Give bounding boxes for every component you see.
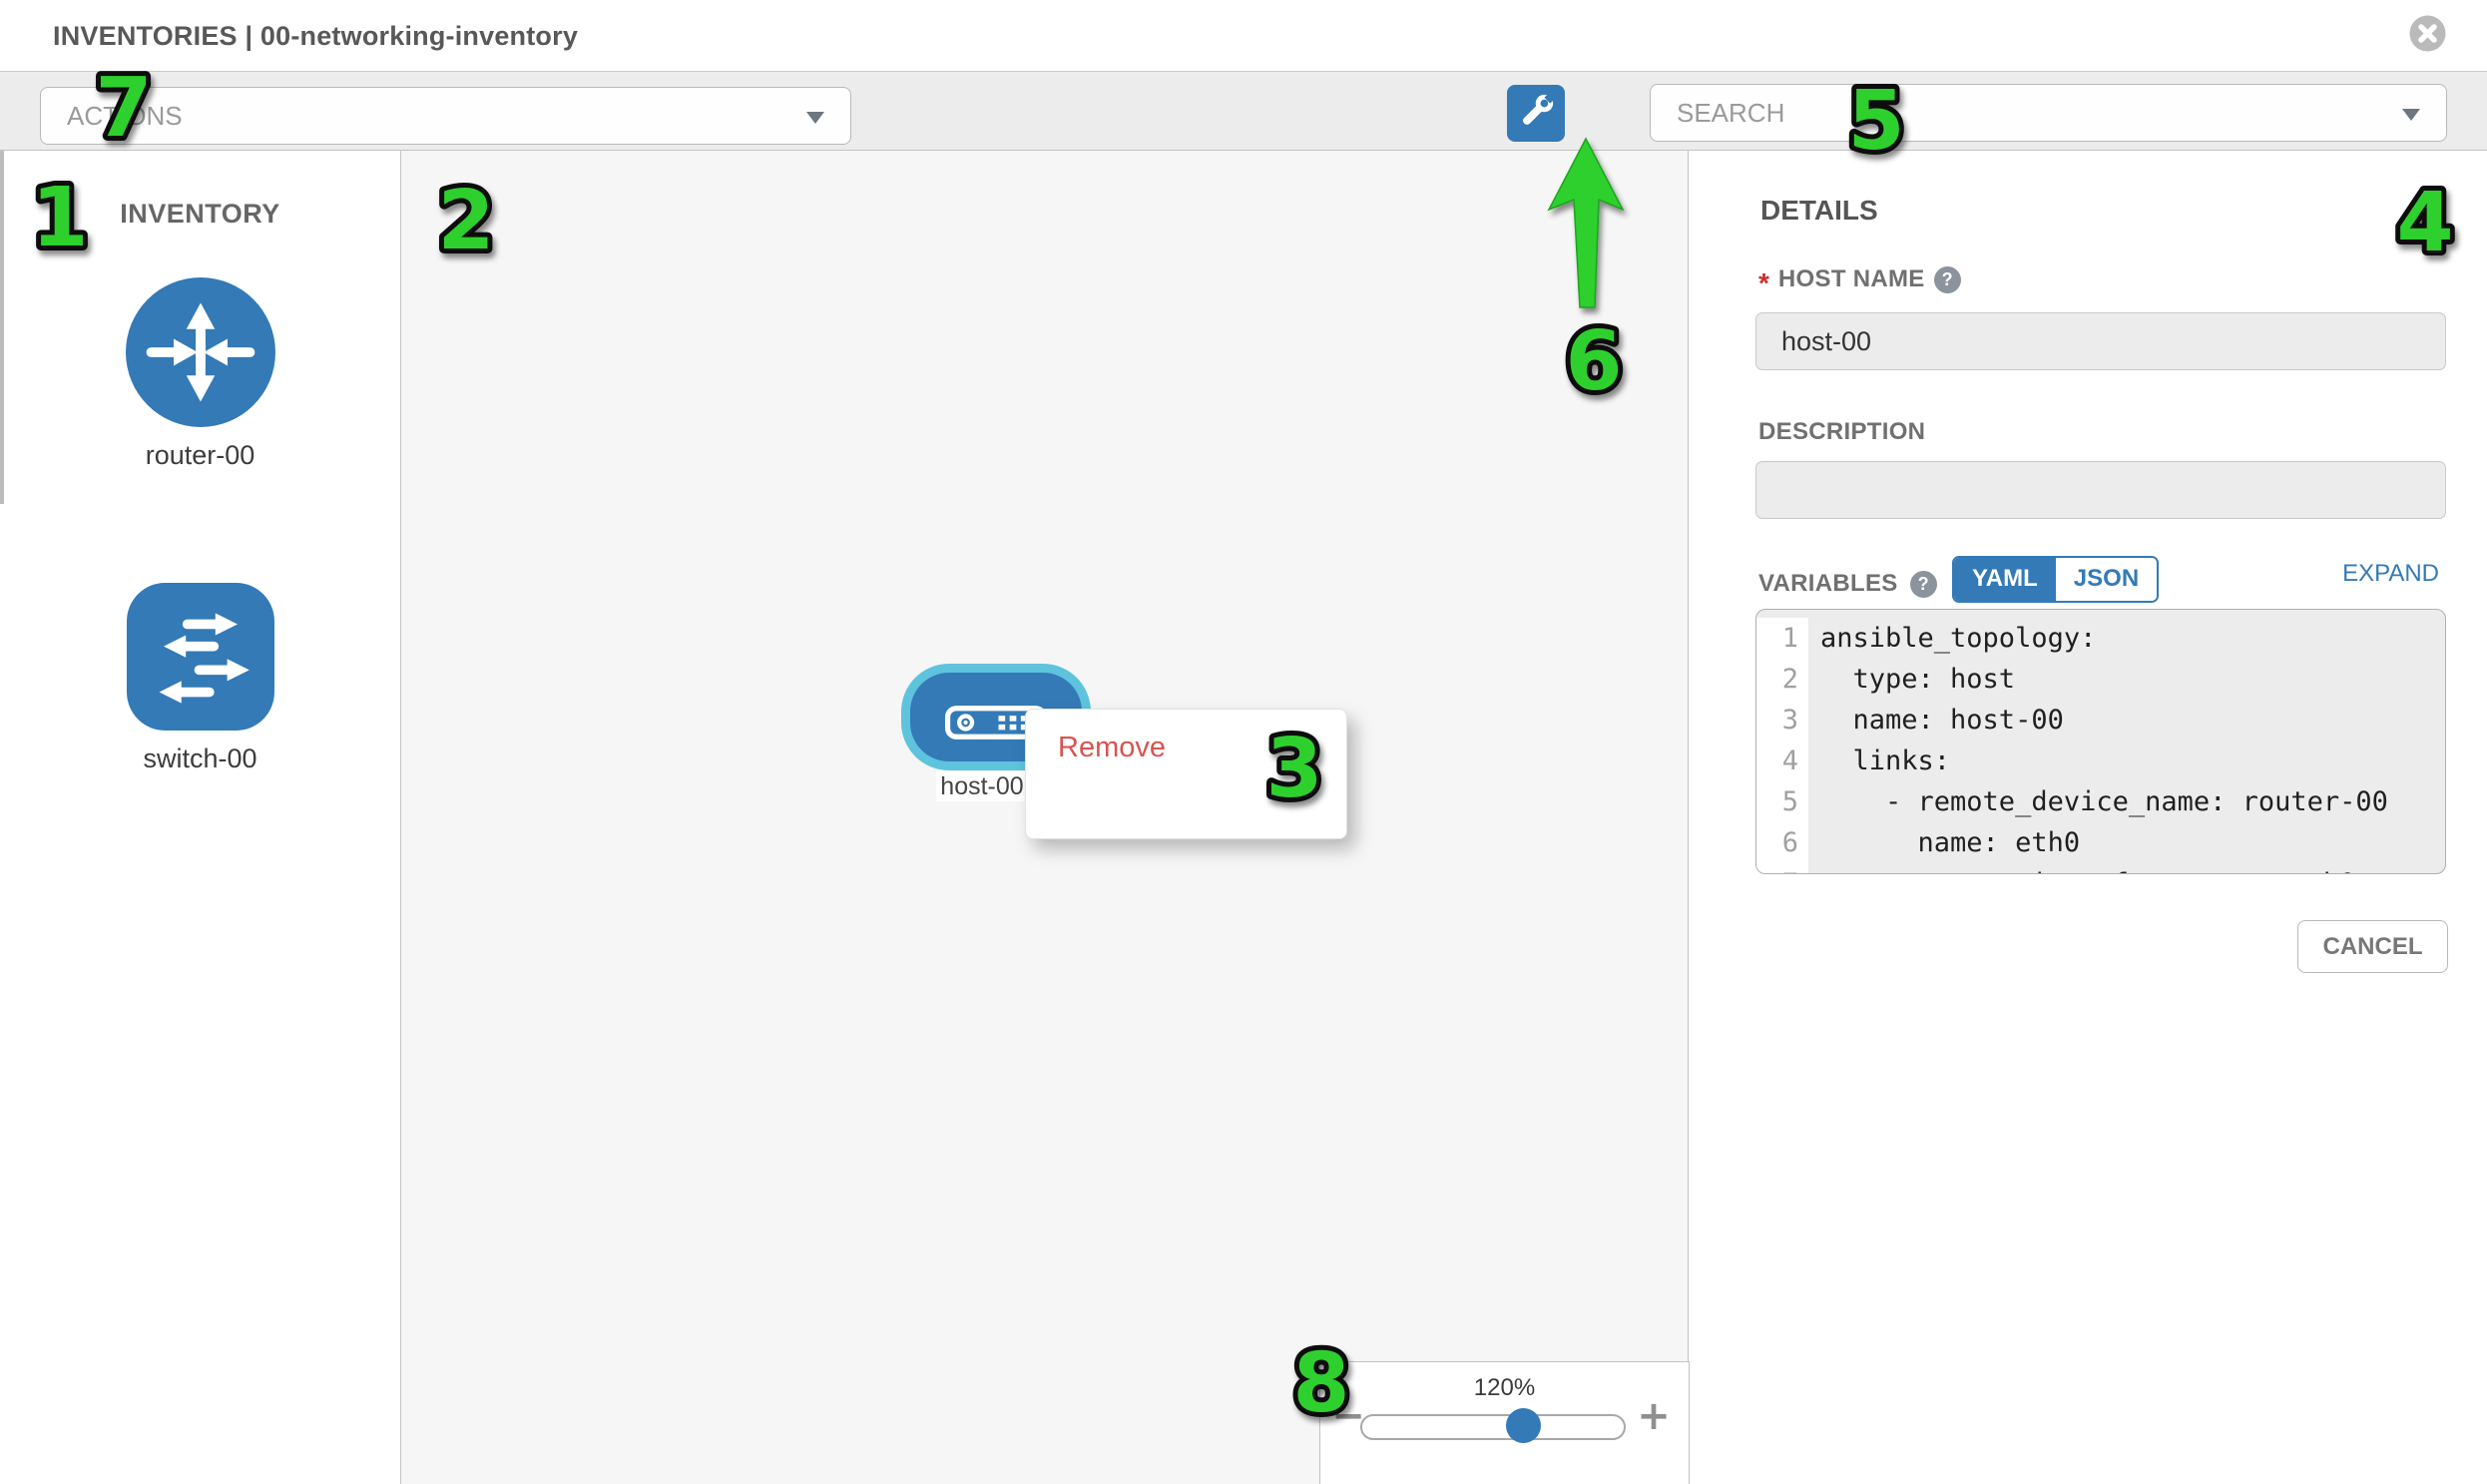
line-number: 6 (1756, 822, 1808, 863)
expand-link[interactable]: EXPAND (2342, 560, 2439, 587)
sidebar-device-label: switch-00 (143, 743, 257, 773)
context-menu-item-remove[interactable]: Remove (1026, 724, 1346, 772)
code-text: ansible_topology: (1820, 623, 2097, 654)
sidebar-scroll-indicator (0, 151, 4, 504)
variables-code-editor[interactable]: 1 ansible_topology: 2 type: host 3 name:… (1755, 609, 2446, 874)
line-number: 4 (1756, 741, 1808, 781)
zoom-control: 120% − + (1319, 1361, 1690, 1484)
variables-format-toggle: YAML JSON (1952, 556, 2160, 603)
code-line: 5 - remote_device_name: router-00 (1756, 781, 2445, 822)
code-line: 2 type: host (1756, 659, 2445, 700)
sidebar-device-label: router-00 (145, 440, 255, 470)
zoom-percent: 120% (1473, 1374, 1536, 1401)
inventory-sidebar: INVENTORY router-00 (0, 151, 401, 1484)
zoom-out-button[interactable]: − (1326, 1392, 1370, 1440)
details-panel-title: DETAILS (1760, 195, 1878, 226)
switch-icon (126, 583, 274, 736)
line-number: 7 (1756, 863, 1808, 873)
search-dropdown-label: SEARCH (1677, 97, 1785, 128)
line-number: 2 (1756, 659, 1808, 700)
chevron-down-icon (806, 112, 824, 124)
yaml-toggle-button[interactable]: YAML (1954, 558, 2056, 601)
node-context-menu: Details Remove (1025, 709, 1347, 839)
code-text: remote_interface_name: eth0 (1808, 863, 2356, 873)
cancel-button[interactable]: CANCEL (2297, 920, 2448, 973)
page-header: INVENTORIES | 00-networking-inventory (0, 0, 2487, 72)
host-name-input[interactable] (1755, 312, 2446, 370)
code-text: name: eth0 (1820, 827, 2081, 858)
code-text: - remote_device_name: router-00 (1820, 786, 2388, 817)
help-icon[interactable]: ? (1933, 265, 1961, 293)
actions-dropdown[interactable]: ACTIONS (40, 87, 851, 145)
host-name-label: HOST NAME (1777, 265, 1925, 292)
code-line: 7 remote_interface_name: eth0 (1756, 863, 2445, 873)
search-dropdown[interactable]: SEARCH (1650, 84, 2447, 142)
code-text: name: host-00 (1820, 705, 2064, 736)
code-line: 6 name: eth0 (1756, 822, 2445, 863)
line-number: 5 (1756, 781, 1808, 822)
zoom-slider-track[interactable] (1360, 1414, 1626, 1440)
required-asterisk: * (1758, 267, 1769, 298)
variables-label: VARIABLES (1758, 570, 1898, 597)
sidebar-device-router[interactable]: router-00 (0, 277, 400, 471)
wrench-icon (1514, 91, 1558, 137)
code-line: 4 links: (1756, 741, 2445, 781)
chevron-down-icon (2402, 109, 2420, 121)
toolbar: ACTIONS (0, 72, 2487, 204)
toolbar-tools-button[interactable] (1507, 85, 1565, 142)
code-line: 1 ansible_topology: (1756, 618, 2445, 659)
sidebar-title: INVENTORY (120, 199, 280, 229)
zoom-slider-thumb[interactable] (1506, 1408, 1541, 1443)
router-icon (125, 277, 275, 432)
actions-dropdown-label: ACTIONS (67, 100, 183, 131)
help-icon[interactable]: ? (1909, 570, 1937, 598)
page-title: INVENTORIES | 00-networking-inventory (53, 21, 579, 51)
description-label: DESCRIPTION (1758, 418, 1926, 445)
close-button[interactable] (2409, 15, 2446, 52)
host-node-label: host-00 (936, 771, 1028, 801)
sidebar-device-switch[interactable]: switch-00 (0, 583, 400, 774)
description-input[interactable] (1755, 461, 2446, 519)
code-line: 3 name: host-00 (1756, 700, 2445, 741)
code-text: type: host (1820, 664, 2016, 695)
close-icon (2409, 15, 2446, 55)
line-number: 3 (1756, 700, 1808, 741)
line-number: 1 (1756, 618, 1808, 659)
json-toggle-button[interactable]: JSON (2055, 558, 2158, 601)
details-panel: DETAILS * HOST NAME ? DESCRIPTION VARIAB… (1690, 151, 2487, 1484)
zoom-in-button[interactable]: + (1632, 1392, 1676, 1440)
code-text: links: (1820, 745, 1951, 776)
